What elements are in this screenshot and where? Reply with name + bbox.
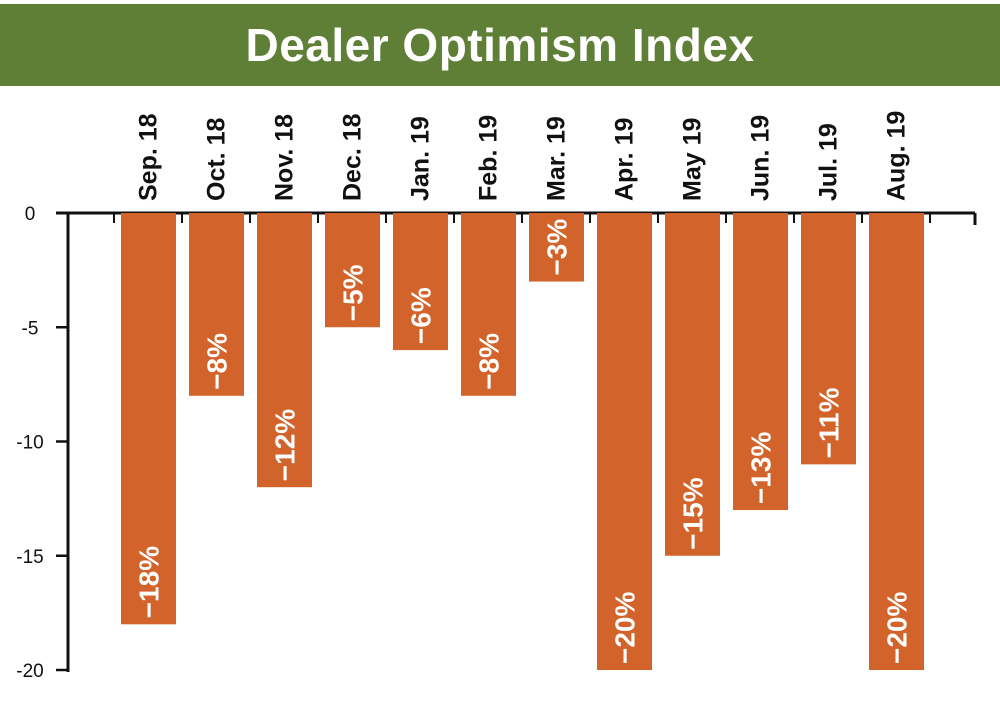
label-group: Sep. 18 −18% Oct. 18 −8% Nov. 18 −12% Dec. 18 −… [134,111,913,664]
data-label: −12% [270,409,301,481]
bar [121,213,176,625]
bar [325,213,380,328]
category-label: Jun. 19 [747,115,775,201]
category-label: May 19 [679,118,707,201]
category-label: Oct. 18 [203,118,231,201]
data-label: −6% [406,287,437,344]
category-label: Jan. 19 [407,116,435,201]
bar-group [121,213,924,670]
bar [665,213,720,556]
bar [257,213,312,488]
data-label: −13% [746,432,777,504]
y-tick-label: -10 [16,433,43,454]
category-label: Nov. 18 [271,114,299,201]
chart-title-banner: Dealer Optimism Index [0,4,1000,86]
data-label: −11% [814,387,845,458]
bar [189,213,244,396]
data-label: −18% [134,546,165,618]
category-label: Aug. 19 [883,111,911,201]
y-tick-label: -5 [22,318,39,339]
category-label: Dec. 18 [339,113,367,201]
category-label: Jul. 19 [815,123,843,201]
y-tick-label: 0 [25,204,36,225]
data-label: −20% [610,592,641,664]
bar [869,213,924,670]
category-label: Apr. 19 [611,118,639,201]
data-label: −8% [474,333,505,390]
chart-title: Dealer Optimism Index [245,19,755,71]
category-label: Mar. 19 [543,116,571,201]
bar [733,213,788,511]
category-label: Sep. 18 [135,113,163,201]
data-label: −3% [542,219,573,276]
y-tick-label: -15 [16,547,43,568]
y-tick-label: -20 [16,661,43,682]
data-label: −20% [882,592,913,664]
bar [529,213,584,282]
bar [393,213,448,351]
data-label: −8% [202,333,233,390]
bar [597,213,652,670]
data-label: −15% [678,477,709,549]
data-label: −5% [338,264,369,321]
category-label: Feb. 19 [475,115,503,201]
bar [461,213,516,396]
bar [801,213,856,465]
